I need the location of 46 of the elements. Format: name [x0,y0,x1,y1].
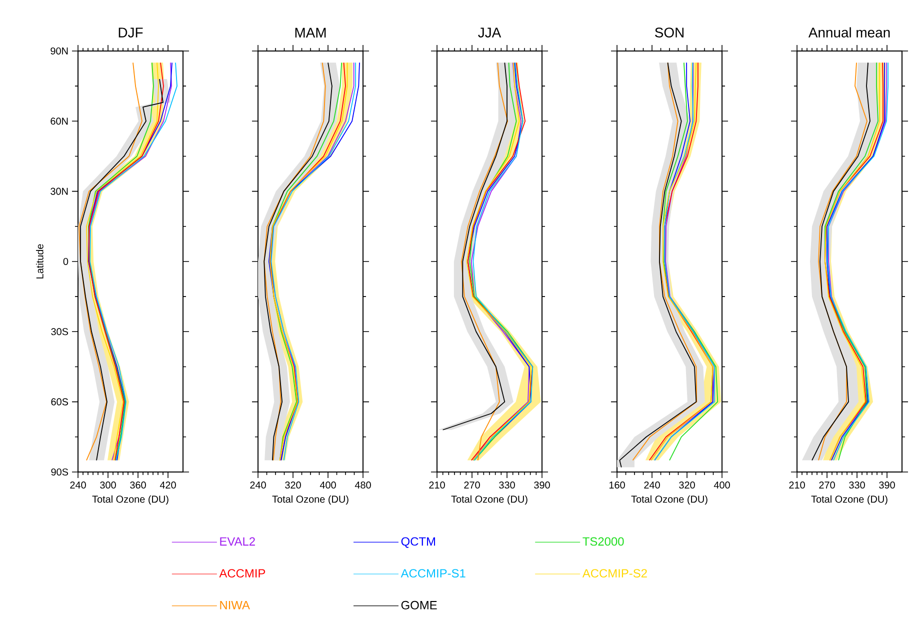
x-tick-label: 400 [320,482,336,489]
x-tick-label: 390 [534,482,550,489]
chart-title: SON [655,28,684,38]
x-axis-title: Total Ozone (DU) [272,495,348,505]
y-axis-title: Latitude [36,244,44,278]
legend-label: ACCMIP [219,569,266,578]
chart-title: JJA [478,28,502,38]
x-tick-label: 330 [849,482,865,489]
x-tick-label: 480 [354,482,371,489]
legend-label: ACCMIP-S1 [400,569,466,578]
legend-label: ACCMIP-S2 [582,569,647,578]
y-tick-label: 90S [51,468,68,476]
x-tick-label: 270 [464,482,480,489]
chart-title: Annual mean [808,27,890,38]
x-axis-title: Total Ozone (DU) [451,495,528,505]
legend-label: EVAL2 [220,537,255,546]
x-tick-label: 240 [644,482,660,489]
x-tick-label: 330 [499,482,515,489]
x-tick-label: 270 [819,482,835,489]
y-tick-label: 0 [63,258,68,265]
y-tick-label: 30S [51,328,68,336]
y-tick-label: 30N [50,188,68,195]
legend-label: GOME [401,600,437,610]
x-axis-title: Total Ozone (DU) [92,495,168,505]
x-tick-label: 240 [70,482,86,489]
x-tick-label: 420 [160,482,176,489]
chart-title: MAM [295,28,326,38]
x-tick-label: 360 [130,482,146,489]
chart-title: DJF [118,28,143,38]
y-tick-label: 90N [50,47,68,54]
x-tick-label: 320 [679,482,695,489]
x-tick-label: 300 [100,482,116,489]
x-tick-label: 390 [879,482,895,489]
x-tick-label: 210 [789,482,805,489]
x-axis-title: Total Ozone (DU) [631,495,708,505]
legend-label: QCTM [401,537,436,548]
x-tick-label: 160 [609,482,625,489]
y-tick-label: 60S [51,398,68,406]
x-tick-label: 210 [429,482,445,489]
legend-label: NIWA [220,600,250,610]
legend-label: TS2000 [582,537,624,546]
y-tick-label: 60N [50,118,68,125]
x-tick-label: 240 [250,482,266,489]
x-tick-label: 400 [714,482,730,489]
x-tick-label: 320 [285,482,301,489]
x-axis-title: Total Ozone (DU) [811,495,888,505]
